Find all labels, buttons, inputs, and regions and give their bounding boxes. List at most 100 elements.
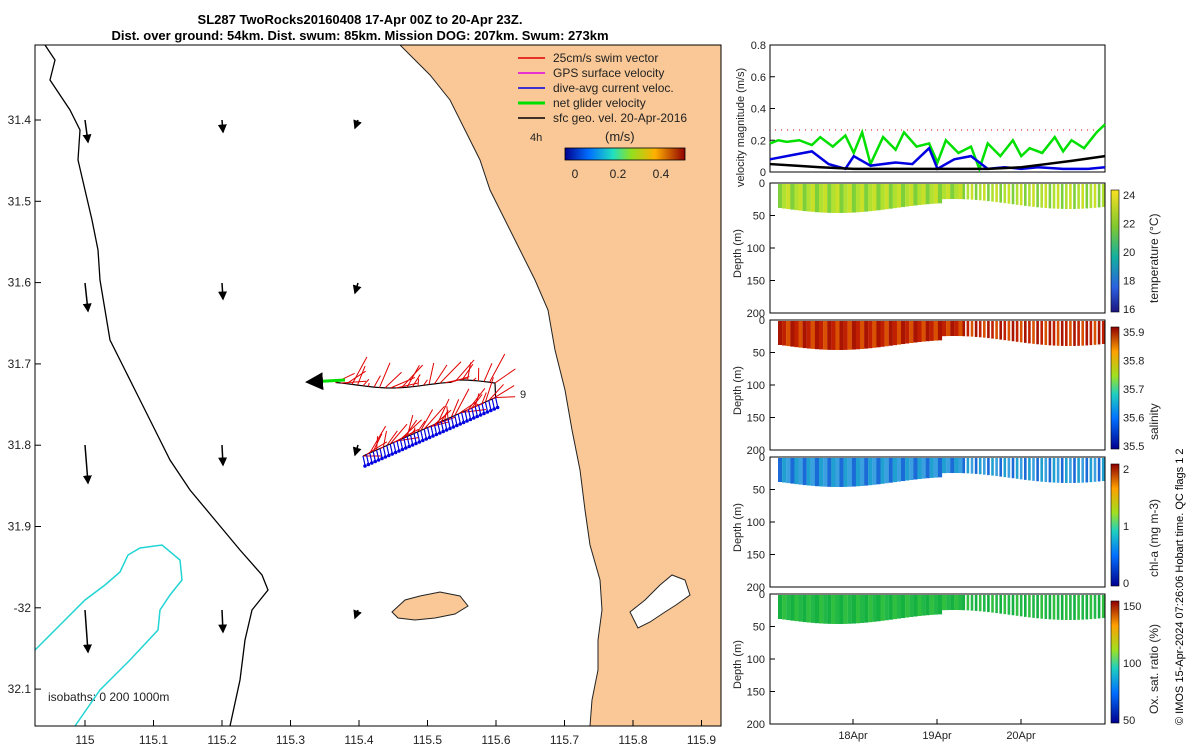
profile-cast [892, 184, 897, 209]
credit-text: © IMOS 15-Apr-2024 07:26:06 Hobart time.… [1174, 448, 1186, 725]
current-vector-arrow [430, 425, 434, 436]
profile-cast [987, 184, 990, 202]
profile-cast [855, 458, 861, 487]
depth-tick-label: 100 [747, 243, 765, 255]
map-x-tick-label: 115.4 [344, 733, 373, 747]
profile-cast [778, 458, 783, 482]
profile-cast [827, 321, 832, 350]
time-tick-label: 19Apr [922, 730, 952, 742]
profile-cast [847, 458, 852, 487]
profile-cast [876, 321, 881, 348]
profile-cast [1024, 321, 1027, 343]
current-vector-arrow [406, 436, 410, 446]
current-vector-arrow [427, 427, 431, 437]
profile-cast [876, 184, 881, 211]
profile-cast [991, 458, 994, 476]
profile-cast [946, 321, 951, 337]
profile-cast [880, 184, 885, 210]
profile-cast [1015, 595, 1019, 616]
swim-vector-arrow [368, 382, 370, 387]
profile-cast [839, 184, 844, 213]
current-vector-arrow [399, 439, 403, 449]
current-vector-arrow [474, 406, 478, 416]
map-x-tick-label: 115.9 [687, 733, 716, 747]
depth-tick-label: 200 [747, 445, 765, 457]
current-vector-head [387, 453, 391, 458]
profile-cast [864, 184, 869, 212]
profile-cast [913, 321, 918, 343]
profile-cast [1015, 458, 1019, 479]
current-vector-head [434, 432, 439, 437]
profile-cast [995, 458, 998, 477]
profile-cast [790, 184, 795, 210]
depth-tick-label: 200 [747, 582, 765, 594]
current-vector-arrow [410, 434, 414, 445]
profile-cast [901, 458, 906, 482]
swim-vector-arrow [445, 377, 468, 384]
profile-cast [921, 595, 926, 616]
profile-cast [798, 458, 803, 485]
profile-cast [839, 458, 844, 487]
depth-tick-label: 100 [747, 380, 765, 392]
profile-cast [921, 458, 926, 479]
swim-vector-arrow [400, 419, 422, 440]
geo-velocity-arrow [352, 282, 362, 295]
profile-cast [933, 595, 938, 615]
profile-cast [810, 321, 815, 349]
profile-cast [892, 321, 897, 346]
current-vector-head [461, 420, 466, 425]
depth-axis-label: Depth (m) [732, 366, 744, 415]
profile-cast [1015, 321, 1019, 342]
profile-cast [1015, 184, 1019, 205]
profile-cast [864, 595, 869, 623]
current-vector-head [431, 434, 435, 438]
swim-vector-arrow [386, 430, 398, 446]
velocity-y-label: velocity magnitude (m/s) [735, 68, 747, 187]
swim-vector-arrow [389, 423, 408, 445]
profile-colorbar [1110, 326, 1120, 450]
swim-vector-arrow [489, 353, 506, 383]
swim-vector-arrow [406, 414, 414, 437]
profile-cast [1093, 321, 1097, 345]
depth-tick-label: 0 [759, 452, 765, 464]
geo-velocity-arrow [82, 282, 92, 313]
profile-cast [831, 184, 836, 213]
map-y-tick-label: 32.1 [8, 682, 32, 696]
profile-cast [1003, 595, 1007, 615]
profile-cast [1052, 184, 1056, 209]
profile-cast [1085, 595, 1089, 620]
current-vector-arrow [478, 404, 482, 415]
colorbar-tick-label: 18 [1123, 276, 1135, 288]
profile-cast [962, 184, 966, 200]
profile-cast [823, 184, 828, 213]
profile-cast [983, 321, 986, 338]
swim-vector-arrow [472, 377, 477, 381]
profile-cast [1048, 321, 1052, 346]
depth-tick-label: 50 [753, 348, 765, 360]
profile-cast [1056, 595, 1060, 620]
current-vector-arrow [454, 415, 458, 425]
geo-velocity-arrow [353, 609, 362, 620]
profile-cast [970, 321, 974, 337]
profile-cast [1097, 595, 1101, 619]
geo-velocity-arrow [82, 444, 92, 485]
current-vector-head [451, 425, 456, 429]
profile-cast [819, 595, 824, 624]
swim-vector-arrow [468, 388, 486, 410]
profile-cast [978, 458, 982, 475]
colorbar-label: temperature (°C) [1147, 214, 1161, 304]
profile-cast [876, 458, 881, 485]
profile-cast [1024, 184, 1027, 206]
profile-cast [1060, 595, 1064, 620]
profile-cast [884, 595, 889, 621]
profile-cast [937, 321, 943, 341]
profile-cast [1007, 321, 1011, 341]
speed-colorbar [564, 147, 686, 161]
current-vector-arrow [447, 418, 451, 428]
profile-cast [905, 321, 910, 344]
swim-vector-arrow [362, 378, 370, 387]
current-vector-head [421, 438, 425, 443]
swim-vector-arrow [390, 376, 416, 389]
